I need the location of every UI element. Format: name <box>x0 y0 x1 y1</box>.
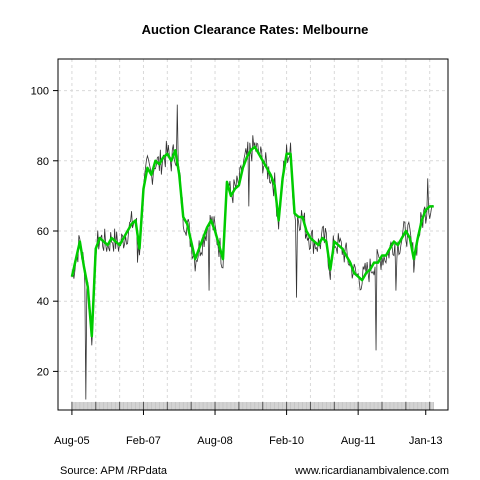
source-note: Source: APM /RPdata <box>60 465 168 477</box>
y-tick-label: 60 <box>37 226 49 238</box>
x-tick-label: Feb-07 <box>126 435 161 447</box>
y-axis: 20 40 60 80 100 <box>31 86 58 378</box>
website-note: www.ricardianambivalence.com <box>294 465 449 477</box>
y-tick-label: 40 <box>37 296 49 308</box>
x-tick-label: Aug-11 <box>341 435 376 447</box>
x-axis-band-fill <box>71 402 434 410</box>
x-tick-label: Aug-05 <box>54 435 89 447</box>
x-tick-label: Aug-08 <box>197 435 232 447</box>
x-axis: Aug-05 Feb-07 Aug-08 Feb-10 Aug-11 Jan-13 <box>54 410 443 447</box>
x-tick-label: Feb-10 <box>269 435 304 447</box>
smooth-series-line <box>70 145 434 338</box>
x-axis-band <box>71 402 434 410</box>
y-tick-label: 20 <box>37 366 49 378</box>
x-tick-label: Jan-13 <box>409 435 443 447</box>
smooth-series <box>70 145 434 338</box>
plot-frame <box>57 58 449 411</box>
y-tick-label: 80 <box>37 156 49 168</box>
y-tick-label: 100 <box>31 86 49 98</box>
chart-title: Auction Clearance Rates: Melbourne <box>142 22 369 37</box>
